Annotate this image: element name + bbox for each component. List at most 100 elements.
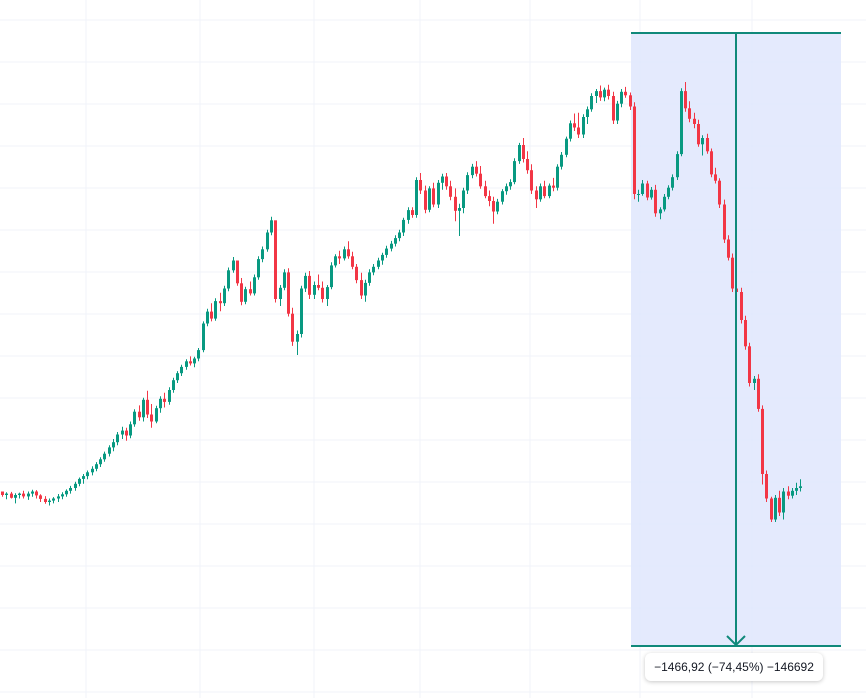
candle-body [210,311,213,319]
candle-body [565,138,568,155]
candle [279,285,282,306]
candle-body [782,491,785,513]
candle [368,269,371,286]
measure-arrow-icon [726,635,746,647]
candle-body [411,210,414,215]
candle-body [31,491,34,494]
candle [693,112,696,129]
candle [330,262,333,290]
candle-body [454,196,457,211]
candle [650,187,653,200]
candle-body [603,89,606,98]
candle [180,364,183,376]
candle [539,183,542,202]
candle-body [266,232,269,250]
candle [462,187,465,214]
candle-body [727,239,730,258]
candle [326,285,329,306]
candle [99,457,102,467]
candle-body [526,159,529,171]
candle-body [321,287,324,299]
candle-body [432,188,435,205]
candle-body [35,491,38,496]
candle-body [415,180,418,215]
candle [402,217,405,236]
candle [488,190,491,207]
candle-body [326,287,329,299]
candle-body [424,190,427,210]
candle-body [146,399,149,415]
candle [69,485,72,494]
candle-body [586,109,589,117]
candle [244,286,247,305]
candle-body [522,145,525,159]
candle [620,89,623,108]
candle-body [607,89,610,96]
candle-body [633,106,636,194]
candle [65,489,68,497]
candle [454,188,457,222]
candle-body [206,311,209,324]
candle [308,271,311,299]
candle [586,106,589,124]
candle [172,377,175,393]
candle [727,235,730,261]
candle [227,267,230,292]
candle [1,491,4,497]
candle [654,184,657,217]
candle-body [176,373,179,381]
candle [718,178,721,208]
candle [129,421,132,439]
candle [317,274,320,291]
candle [39,494,42,502]
candle [355,264,358,284]
candle [249,281,252,296]
candle [761,405,764,485]
candle-body [283,272,286,288]
candle [385,245,388,258]
candle-body [91,468,94,473]
candle [287,268,290,317]
candle-body [185,361,188,367]
candle [121,426,124,439]
measure-tool[interactable] [631,32,841,647]
candle-body [458,208,461,211]
candle-body [573,123,576,128]
candle [52,497,55,504]
candle [595,89,598,103]
candle [415,177,418,218]
candle-body [753,378,756,383]
candle-body [61,494,64,497]
candle-body [219,301,222,304]
candle-body [274,220,277,299]
candle-body [214,301,217,319]
candle [82,474,85,484]
candle-body [770,498,773,520]
candle [753,376,756,390]
candle [193,356,196,368]
candle [710,148,713,178]
candle [513,158,516,185]
candle-body [57,496,60,499]
candle-body [419,180,422,191]
candle-body [714,174,717,181]
candle-body [761,408,764,474]
candle-body [390,243,393,249]
candle [407,207,410,224]
candle-body [684,91,687,109]
candle [296,330,299,355]
candle-body [223,288,226,304]
candle [552,177,555,192]
candle [398,229,401,242]
candle [573,113,576,131]
candle-body [155,408,158,422]
candle-body [39,495,42,499]
candle [334,254,337,268]
candle [522,138,525,163]
candle-body [296,334,299,342]
candle [189,356,192,366]
candle [577,112,580,138]
candle-body [249,289,252,294]
